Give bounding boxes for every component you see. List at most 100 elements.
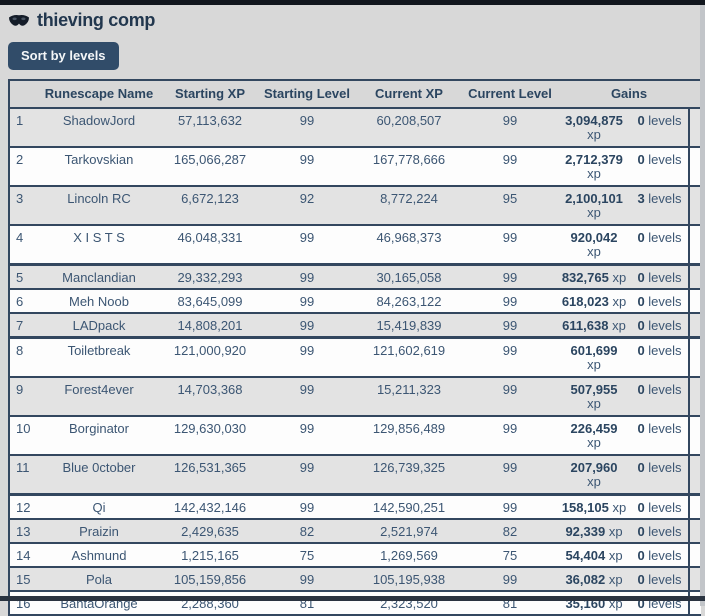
gain-levels-value: 0 [637,318,645,333]
rank-column-header [9,80,37,108]
table-row: 13 Praizin 2,429,635 82 2,521,974 82 92,… [9,519,701,543]
gain-xp: 207,960 xp [557,455,631,495]
current-xp-column-header[interactable]: Current XP [375,86,443,101]
current-level: 99 [502,270,518,285]
gain-levels-value: 0 [637,152,645,167]
levels-unit: levels [648,500,682,515]
current-xp: 15,211,323 [376,382,442,397]
gain-xp-value: 158,105 [561,500,609,515]
row-rank: 4 [16,230,24,245]
gain-xp-value: 832,765 [561,270,609,285]
gain-levels: 0 levels [631,455,689,495]
xp-unit: xp [612,500,627,515]
table-row: 4 X I S T S 46,048,331 99 46,968,373 99 … [9,225,701,265]
name-column-header[interactable]: Runescape Name [44,86,154,101]
row-end-spacer [688,225,701,265]
table-row: 12 Qi 142,432,146 99 142,590,251 99 158,… [9,494,701,520]
gain-xp: 158,105 xp [557,495,631,520]
player-name: Borginator [69,421,129,436]
xp-unit: xp [587,205,601,220]
current-xp: 60,208,507 [376,113,442,128]
row-rank: 14 [16,548,31,563]
gains-column-header[interactable]: Gains [610,86,648,101]
title-bar: thieving comp [8,10,700,31]
row-rank: 7 [16,318,24,333]
starting-xp: 14,703,368 [177,382,243,397]
gain-levels: 3 levels [631,186,689,225]
gain-levels: 0 levels [631,338,689,378]
player-name: Praizin [79,524,119,539]
starting-level: 99 [299,460,315,475]
scrollbar-track[interactable] [700,5,705,606]
row-rank: 1 [16,113,24,128]
gain-xp: 36,082 xp [557,567,631,591]
starting-level: 99 [299,572,315,587]
top-border-strip [0,0,705,5]
gain-levels: 0 levels [631,495,689,520]
gain-levels-value: 0 [637,572,645,587]
starting-level-column-header[interactable]: Starting Level [264,86,350,101]
levels-unit: levels [648,572,682,587]
gain-xp: 54,404 xp [557,543,631,567]
xp-unit: xp [612,318,626,333]
table-header-row: Runescape Name Starting XP Starting Leve… [9,80,701,108]
row-end-spacer [688,567,701,591]
gain-xp-value: 3,094,875 [565,113,623,128]
gain-xp: 832,765 xp [557,265,631,290]
gain-xp-value: 611,638 [562,318,609,333]
current-level: 99 [502,500,518,515]
gain-xp-value: 920,042 [570,230,618,245]
xp-unit: xp [608,524,623,539]
gain-xp: 92,339 xp [557,519,631,543]
gain-xp-value: 507,955 [570,382,618,397]
gain-levels: 0 levels [631,265,689,290]
current-level: 99 [502,343,518,358]
current-xp: 8,772,224 [380,191,438,206]
row-rank: 8 [16,343,24,358]
levels-unit: levels [648,421,682,436]
gain-levels-value: 3 [637,191,645,206]
levels-unit: levels [648,318,682,333]
gain-levels: 0 levels [631,416,689,455]
starting-xp: 142,432,146 [173,500,247,515]
starting-level: 99 [299,294,315,309]
xp-unit: xp [608,548,623,563]
current-level-column-header[interactable]: Current Level [468,86,552,101]
gain-levels: 0 levels [631,519,689,543]
player-name: BantaOrange [60,596,138,611]
table-row: 8 Toiletbreak 121,000,920 99 121,602,619… [9,337,701,378]
gain-levels-value: 0 [637,421,645,436]
starting-xp: 2,429,635 [181,524,239,539]
gain-xp-value: 2,100,101 [565,191,623,206]
table-row: 1 ShadowJord 57,113,632 99 60,208,507 99… [9,108,701,147]
player-name: Tarkovskian [64,152,134,167]
row-end-spacer [688,543,701,567]
gain-xp-value: 226,459 [570,421,618,436]
gain-levels: 0 levels [631,377,689,416]
gain-levels-value: 0 [637,500,645,515]
xp-unit: xp [587,127,601,142]
xp-unit: xp [587,357,601,372]
levels-unit: levels [648,270,682,285]
starting-level: 82 [299,524,315,539]
gain-xp-value: 54,404 [565,548,606,563]
row-end-spacer [688,186,701,225]
gain-levels: 0 levels [631,147,689,186]
current-xp: 167,778,666 [372,152,446,167]
levels-unit: levels [648,382,682,397]
row-rank: 5 [16,270,24,285]
table-row: 2 Tarkovskian 165,066,287 99 167,778,666… [9,147,701,186]
starting-xp: 57,113,632 [177,113,243,128]
gain-levels-value: 0 [637,270,645,285]
sort-by-levels-button[interactable]: Sort by levels [8,42,119,70]
gain-xp: 611,638 xp [557,313,631,338]
current-xp: 129,856,489 [372,421,446,436]
starting-xp-column-header[interactable]: Starting XP [174,86,246,101]
table-row: 5 Manclandian 29,332,293 99 30,165,058 9… [9,264,701,290]
gain-levels: 0 levels [631,108,689,147]
levels-unit: levels [648,343,682,358]
levels-unit: levels [648,152,682,167]
current-xp: 142,590,251 [372,500,446,515]
current-level: 99 [502,572,518,587]
